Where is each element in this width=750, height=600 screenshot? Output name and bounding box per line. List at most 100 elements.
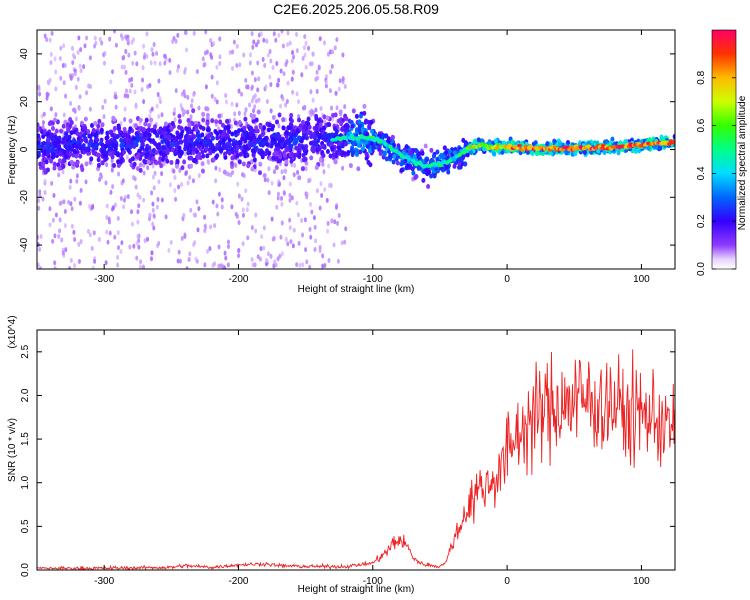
spectrogram-cell — [289, 239, 293, 245]
spectrogram-cell — [268, 74, 272, 80]
spectrogram-cell — [260, 149, 265, 155]
spectrogram-cell — [278, 154, 283, 160]
spectrogram-cell — [37, 133, 41, 139]
spectrogram-cell — [152, 124, 157, 130]
spectrogram-cell — [322, 169, 326, 175]
spectrogram-cell — [43, 33, 47, 39]
spectrogram-cell — [209, 37, 213, 43]
spectrogram-cell — [258, 256, 262, 262]
spectrogram-cell — [58, 55, 62, 61]
spectrogram-cell — [193, 240, 197, 246]
spectrogram-cell — [139, 259, 143, 265]
spectrogram-cell — [390, 134, 395, 140]
spectrogram-cell — [126, 147, 131, 153]
top-y-tick-label: 0 — [19, 146, 30, 152]
spectrogram-cell — [151, 221, 155, 227]
spectrogram-cell — [407, 164, 412, 170]
spectrogram-cell — [156, 142, 161, 148]
spectrogram-cell — [309, 234, 313, 240]
spectrogram-cell — [271, 65, 275, 71]
spectrogram-cell — [369, 119, 374, 125]
spectrogram-cell — [213, 129, 218, 135]
spectrogram-cell — [284, 130, 289, 136]
spectrogram-cell — [69, 201, 73, 207]
spectrogram-cell — [357, 127, 362, 133]
spectrogram-cell — [82, 64, 86, 70]
spectrogram-cell — [69, 120, 74, 126]
spectrogram-cell — [461, 137, 466, 143]
spectrogram-cell — [295, 91, 299, 97]
spectrogram-cell — [442, 145, 447, 151]
spectrogram-cell — [297, 117, 302, 123]
spectrogram-cell — [69, 101, 73, 107]
spectrogram-cell — [337, 150, 342, 156]
spectrogram-cell — [596, 148, 601, 154]
spectrogram-cell — [391, 142, 396, 148]
spectrogram-cell — [311, 51, 315, 57]
spectrogram-cell — [388, 152, 393, 158]
spectrogram-cell — [254, 117, 259, 123]
spectrogram-cell — [100, 174, 104, 180]
spectrogram-cell — [37, 242, 40, 248]
spectrogram-cell — [113, 30, 117, 34]
spectrogram-cell — [54, 112, 58, 118]
spectrogram-cell — [163, 121, 168, 127]
spectrogram-cell — [167, 248, 171, 254]
spectrogram-cell — [126, 38, 130, 44]
spectrogram-cell — [152, 141, 157, 147]
spectrogram-cell — [401, 160, 406, 166]
spectrogram-cell — [252, 39, 256, 45]
spectrogram-cell — [186, 109, 190, 115]
spectrogram-cell — [293, 152, 298, 158]
spectrogram-cell — [237, 220, 241, 226]
spectrogram-cell — [242, 173, 246, 179]
spectrogram-cell — [296, 212, 300, 218]
spectrogram-cell — [151, 174, 155, 180]
spectrogram-cell — [263, 177, 267, 183]
spectrogram-cell — [275, 204, 279, 210]
spectrogram-cell — [257, 76, 261, 82]
spectrogram-cell — [380, 133, 385, 139]
spectrogram-cell — [114, 94, 118, 100]
spectrogram-cell — [164, 214, 168, 220]
spectrogram-cell — [93, 132, 98, 138]
spectrogram-cell — [280, 169, 284, 175]
spectrogram-cell — [310, 133, 315, 139]
spectrogram-cell — [223, 265, 227, 269]
snr-series-line — [37, 349, 675, 570]
spectrogram-cell — [231, 170, 235, 176]
spectrogram-cell — [362, 103, 367, 109]
spectrogram-cell — [135, 61, 139, 67]
spectrogram-cell — [183, 69, 187, 75]
spectrogram-cell — [70, 45, 74, 51]
spectrogram-cell — [132, 37, 136, 43]
spectrogram-cell — [215, 203, 219, 209]
bottom-y-tick-label: 0.0 — [20, 563, 31, 577]
spectrogram-cell — [141, 65, 145, 71]
spectrogram-cell — [228, 50, 232, 56]
spectrogram-cell — [62, 43, 66, 49]
spectrogram-cell — [83, 43, 87, 49]
spectrogram-cell — [93, 35, 97, 41]
spectrogram-cell — [260, 234, 264, 240]
spectrogram-cell — [75, 173, 79, 179]
spectrogram-cell — [401, 150, 406, 156]
spectrogram-cell — [304, 64, 308, 70]
spectrogram-cell — [186, 94, 190, 100]
spectrogram-cell — [321, 263, 325, 269]
spectrogram-cell — [177, 113, 182, 119]
spectrogram-cell — [45, 95, 49, 101]
spectrogram-cell — [85, 35, 89, 41]
spectrogram-cell — [197, 206, 201, 212]
spectrogram-cell — [256, 254, 260, 260]
spectrogram-cell — [282, 153, 287, 159]
spectrogram-cell — [190, 98, 194, 104]
spectrogram-cell — [60, 237, 64, 243]
spectrogram-cell — [128, 244, 132, 250]
spectrogram-cell — [281, 96, 285, 102]
spectrogram-cell — [330, 132, 335, 138]
spectrogram-cell — [71, 60, 75, 66]
spectrogram-cell — [277, 32, 281, 38]
spectrogram-cell — [291, 89, 295, 95]
spectrogram-cell — [332, 152, 337, 158]
